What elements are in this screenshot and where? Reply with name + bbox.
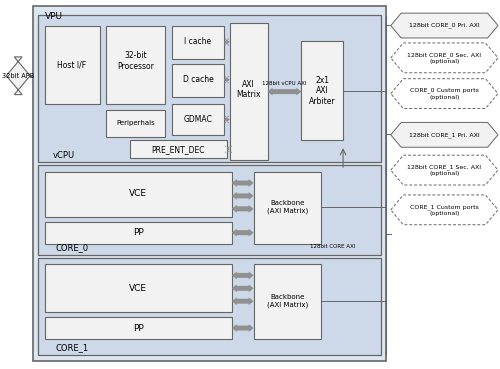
Bar (38, 15, 381, 162)
Bar (45, 26, 100, 104)
Text: Periperhals: Periperhals (116, 120, 155, 127)
Polygon shape (390, 79, 498, 108)
Polygon shape (232, 297, 254, 305)
Polygon shape (224, 115, 230, 123)
Text: vCPU: vCPU (53, 151, 75, 160)
Text: PP: PP (133, 324, 144, 332)
Text: (optional): (optional) (429, 171, 460, 176)
Polygon shape (6, 57, 30, 94)
Text: 128bit CORE_0 Sec. AXI: 128bit CORE_0 Sec. AXI (408, 52, 482, 58)
Polygon shape (232, 272, 254, 279)
Text: 128bit CORE_0 Pri. AXI: 128bit CORE_0 Pri. AXI (409, 23, 480, 28)
Bar (33, 6, 386, 361)
Bar (230, 23, 268, 160)
Text: PRE_ENT_DEC: PRE_ENT_DEC (152, 145, 205, 154)
Text: CORE_1: CORE_1 (56, 344, 89, 352)
Text: CORE_0 Custom ports: CORE_0 Custom ports (410, 88, 479, 93)
Text: AXI
Matrix: AXI Matrix (236, 80, 261, 99)
Bar (106, 110, 165, 137)
Bar (38, 165, 381, 255)
Bar (38, 258, 381, 355)
Text: 128bit CORE AXI: 128bit CORE AXI (310, 244, 356, 249)
Bar (45, 172, 232, 217)
Polygon shape (224, 76, 230, 84)
Polygon shape (232, 205, 254, 213)
Polygon shape (232, 229, 254, 237)
Text: VCE: VCE (130, 189, 148, 199)
Text: CORE_1 Custom ports: CORE_1 Custom ports (410, 204, 479, 210)
Text: (optional): (optional) (429, 211, 460, 216)
Bar (254, 172, 321, 244)
Text: VPU: VPU (45, 12, 63, 21)
Bar (302, 41, 343, 140)
Text: Backbone
(AXI Matrix): Backbone (AXI Matrix) (267, 294, 308, 308)
Text: GDMAC: GDMAC (184, 115, 212, 124)
Text: D cache: D cache (182, 75, 214, 84)
Text: 128bit vCPU AXI: 128bit vCPU AXI (262, 81, 306, 86)
Bar (130, 140, 227, 158)
Bar (172, 104, 224, 135)
Text: Backbone
(AXI Matrix): Backbone (AXI Matrix) (267, 200, 308, 214)
Bar (106, 26, 165, 104)
Bar (254, 265, 321, 339)
Text: (optional): (optional) (429, 94, 460, 100)
Bar (45, 317, 232, 339)
Text: 32-bit
Processor: 32-bit Processor (117, 51, 154, 70)
Bar (45, 265, 232, 312)
Text: 32bit APB: 32bit APB (2, 73, 34, 79)
Polygon shape (232, 284, 254, 292)
Polygon shape (390, 43, 498, 73)
Polygon shape (232, 192, 254, 200)
Text: I cache: I cache (184, 38, 212, 46)
Text: PP: PP (133, 228, 144, 237)
Polygon shape (390, 123, 498, 147)
Polygon shape (225, 145, 232, 153)
Text: (optional): (optional) (429, 59, 460, 64)
Bar (45, 222, 232, 244)
Text: 128bit CORE_1 Pri. AXI: 128bit CORE_1 Pri. AXI (409, 132, 480, 138)
Text: VCE: VCE (130, 284, 148, 293)
Polygon shape (232, 179, 254, 187)
Text: 128bit CORE_1 Sec. AXI: 128bit CORE_1 Sec. AXI (408, 164, 482, 170)
Polygon shape (390, 195, 498, 225)
Bar (172, 26, 224, 59)
Text: CORE_0: CORE_0 (56, 243, 89, 252)
Bar (172, 64, 224, 97)
Polygon shape (390, 155, 498, 185)
Polygon shape (232, 324, 254, 332)
Polygon shape (390, 13, 498, 38)
Polygon shape (224, 38, 230, 46)
Polygon shape (268, 88, 302, 96)
Text: Host I/F: Host I/F (58, 60, 86, 69)
Text: 2x1
AXI
Arbiter: 2x1 AXI Arbiter (309, 76, 336, 106)
